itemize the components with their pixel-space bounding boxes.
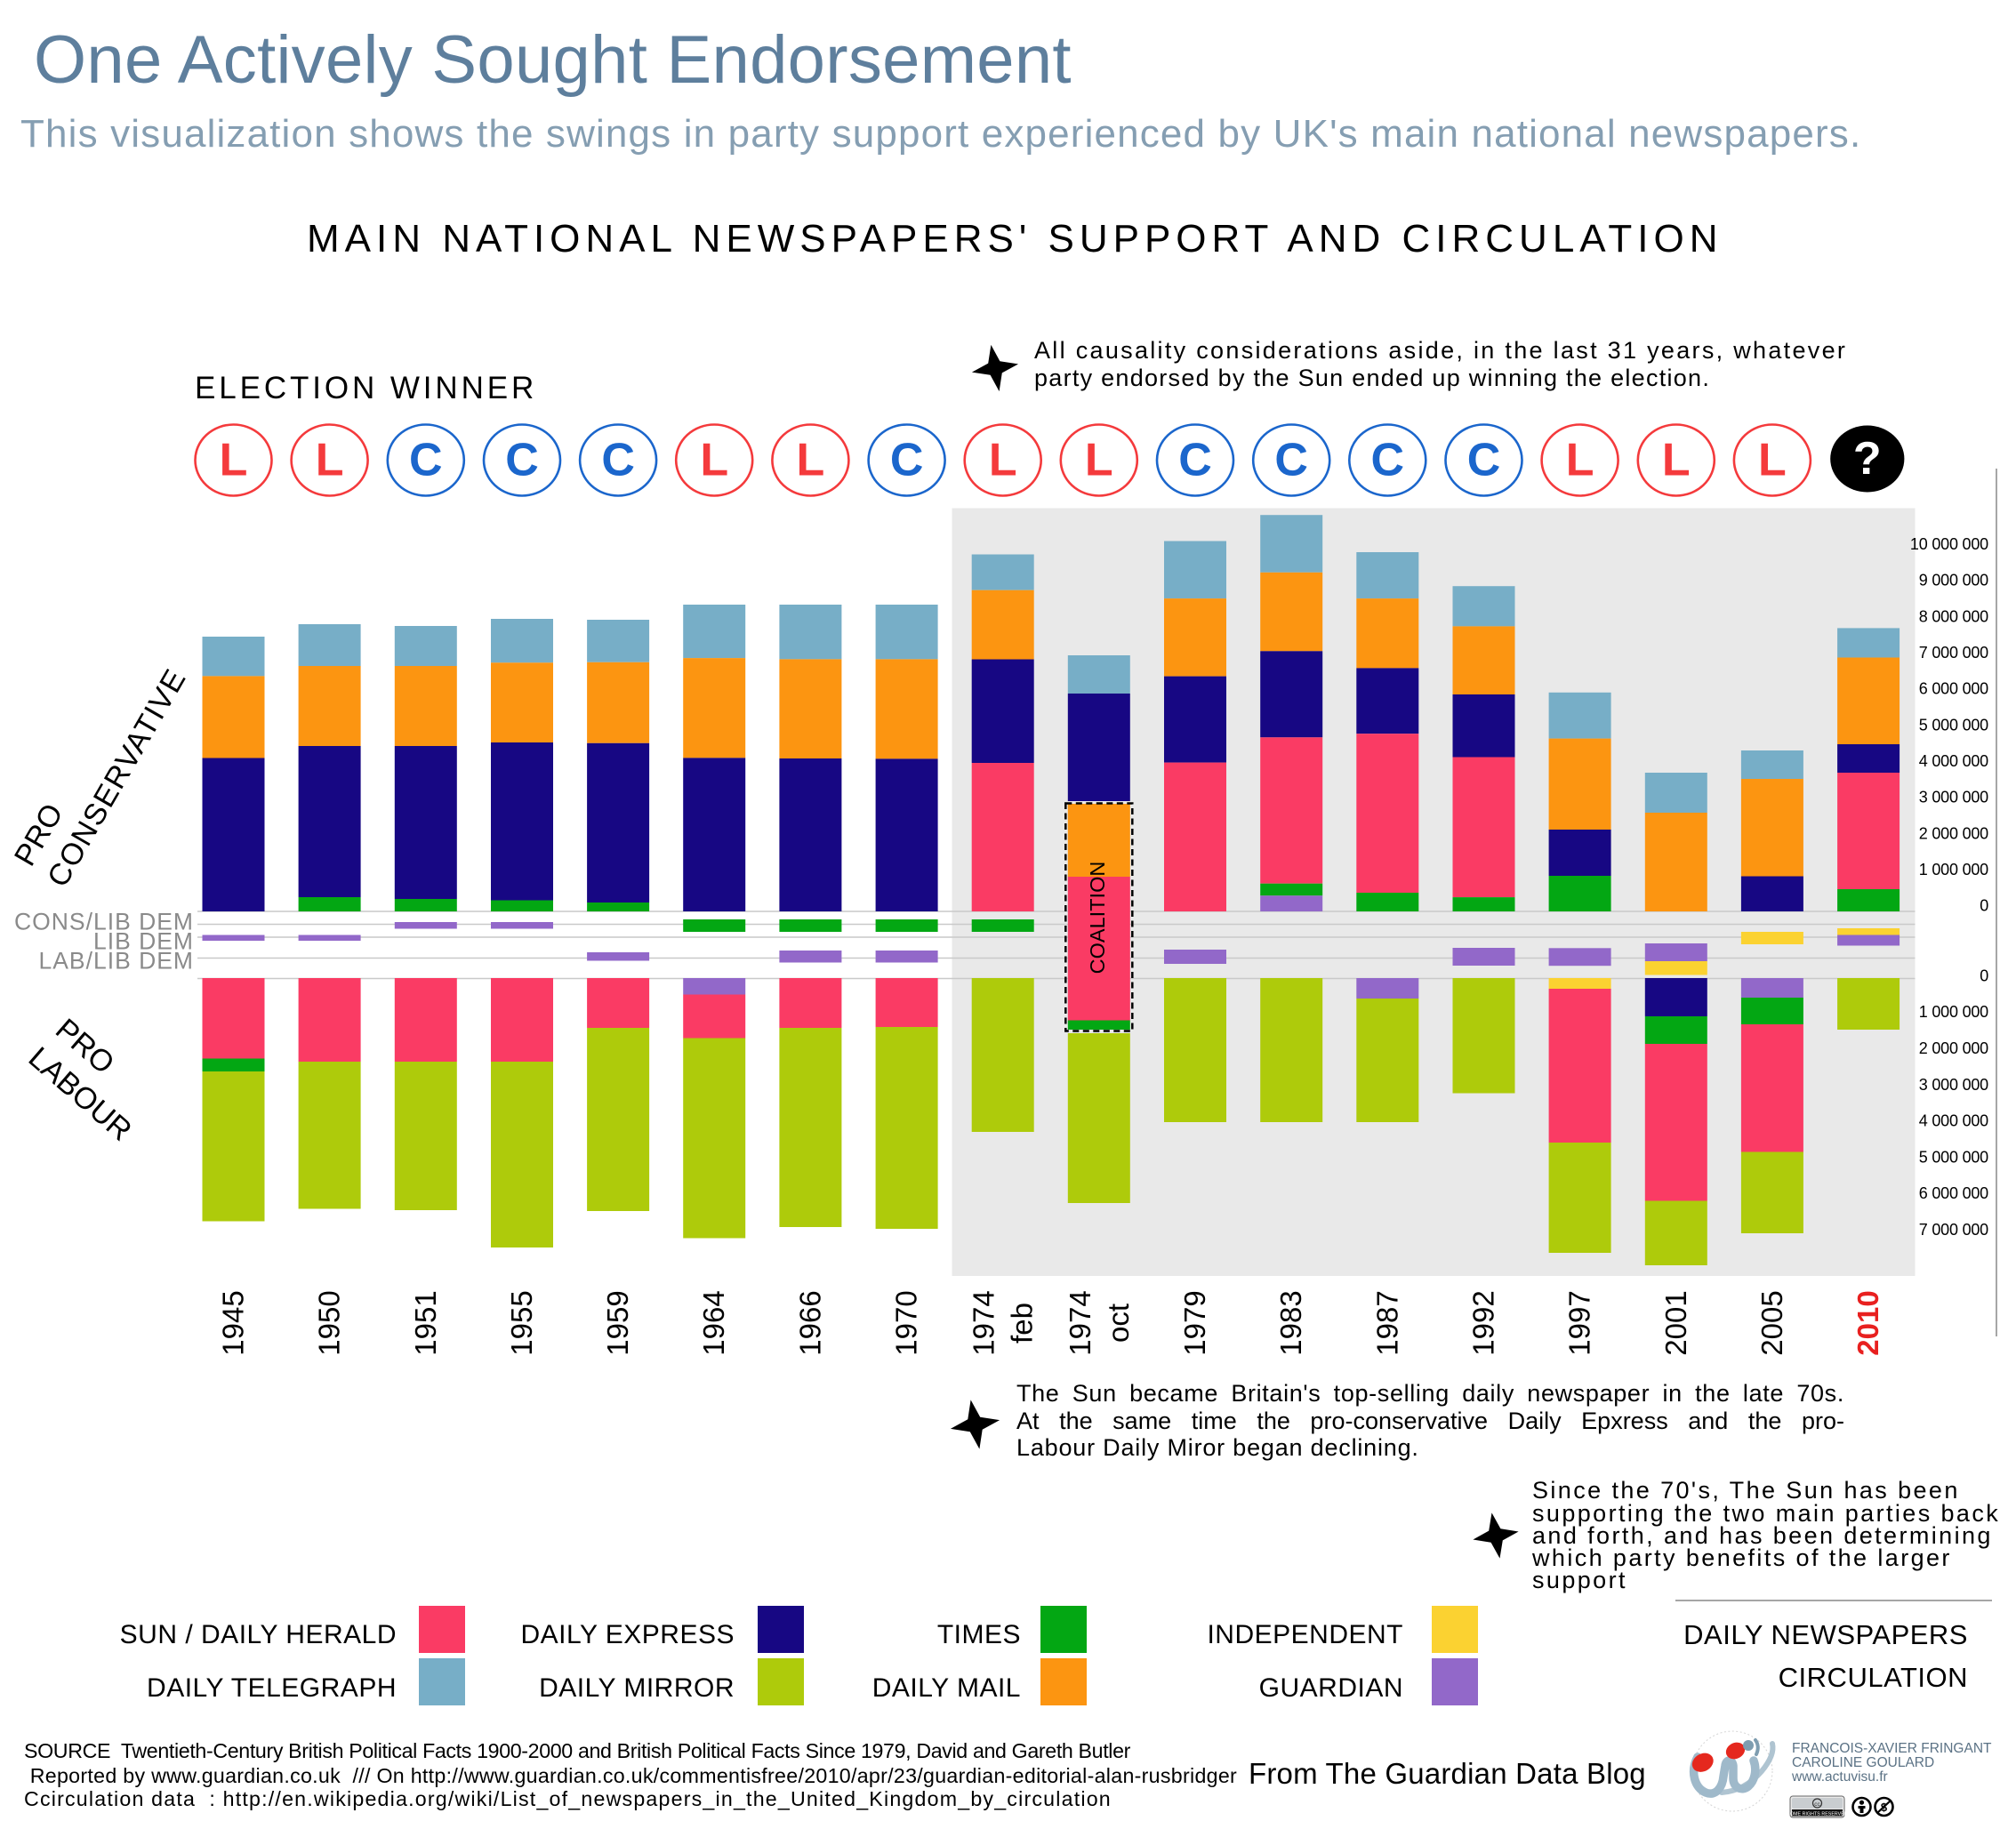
svg-text:feb: feb xyxy=(1006,1303,1039,1344)
svg-text:C: C xyxy=(1467,435,1501,486)
svg-text:L: L xyxy=(1085,435,1113,486)
svg-text:L: L xyxy=(1566,435,1594,486)
svg-text:2 000 000: 2 000 000 xyxy=(1919,1039,1988,1057)
svg-text:SUN / DAILY HERALD: SUN / DAILY HERALD xyxy=(120,1620,397,1649)
svg-text:5 000 000: 5 000 000 xyxy=(1919,716,1988,734)
svg-text:L: L xyxy=(220,435,248,486)
svg-text:GUARDIAN: GUARDIAN xyxy=(1259,1673,1403,1703)
svg-text:1987: 1987 xyxy=(1370,1290,1403,1355)
svg-text:DAILY EXPRESS: DAILY EXPRESS xyxy=(521,1620,735,1649)
svg-text:LIB DEM: LIB DEM xyxy=(93,927,194,954)
svg-text:L: L xyxy=(989,435,1017,486)
svg-text:1955: 1955 xyxy=(505,1290,538,1355)
svg-text:COALITION: COALITION xyxy=(1086,862,1109,975)
svg-text:1959: 1959 xyxy=(601,1290,634,1355)
svg-text:5 000 000: 5 000 000 xyxy=(1919,1148,1988,1166)
svg-text:0: 0 xyxy=(1980,897,1988,915)
svg-text:L: L xyxy=(316,435,344,486)
svg-text:1 000 000: 1 000 000 xyxy=(1919,861,1988,878)
svg-text:2001: 2001 xyxy=(1659,1290,1692,1355)
svg-text:1974: 1974 xyxy=(1064,1290,1096,1355)
svg-text:2 000 000: 2 000 000 xyxy=(1919,824,1988,842)
svg-text:8 000 000: 8 000 000 xyxy=(1919,607,1988,625)
svg-text:1970: 1970 xyxy=(890,1290,923,1355)
svg-text:1983: 1983 xyxy=(1274,1290,1307,1355)
svg-text:INDEPENDENT: INDEPENDENT xyxy=(1207,1620,1403,1649)
svg-text:10 000 000: 10 000 000 xyxy=(1910,535,1988,553)
svg-text:DAILY MAIL: DAILY MAIL xyxy=(872,1673,1021,1703)
svg-text:L: L xyxy=(797,435,825,486)
svg-text:CONSERVATIVE: CONSERVATIVE xyxy=(41,663,193,893)
svg-text:C: C xyxy=(409,435,443,486)
svg-text:4 000 000: 4 000 000 xyxy=(1919,1112,1988,1130)
svg-text:SOME RIGHTS RESERVED: SOME RIGHTS RESERVED xyxy=(1787,1812,1847,1817)
svg-text:1979: 1979 xyxy=(1178,1290,1211,1355)
svg-text:7 000 000: 7 000 000 xyxy=(1919,1221,1988,1239)
svg-text:oct: oct xyxy=(1102,1304,1135,1343)
svg-text:3 000 000: 3 000 000 xyxy=(1919,789,1988,806)
svg-text:TIMES: TIMES xyxy=(937,1620,1021,1649)
svg-text:L: L xyxy=(1662,435,1691,486)
svg-text:1 000 000: 1 000 000 xyxy=(1919,1003,1988,1021)
svg-text:L: L xyxy=(1758,435,1787,486)
svg-text:1974: 1974 xyxy=(968,1290,1000,1355)
svg-text:DAILY NEWSPAPERS: DAILY NEWSPAPERS xyxy=(1683,1619,1968,1650)
svg-text:7 000 000: 7 000 000 xyxy=(1919,644,1988,662)
svg-text:1950: 1950 xyxy=(313,1290,346,1355)
svg-text:0: 0 xyxy=(1980,967,1988,984)
svg-text:C: C xyxy=(505,435,539,486)
svg-text:2005: 2005 xyxy=(1755,1290,1788,1355)
svg-text:C: C xyxy=(1178,435,1212,486)
svg-text:3 000 000: 3 000 000 xyxy=(1919,1076,1988,1094)
svg-text:1964: 1964 xyxy=(697,1290,730,1355)
svg-text:LAB/LIB DEM: LAB/LIB DEM xyxy=(39,948,194,975)
svg-text:CONS/LIB DEM: CONS/LIB DEM xyxy=(14,908,194,935)
svg-text:2010: 2010 xyxy=(1851,1290,1884,1355)
svg-text:4 000 000: 4 000 000 xyxy=(1919,752,1988,770)
svg-text:?: ? xyxy=(1853,433,1882,485)
svg-text:C: C xyxy=(601,435,635,486)
svg-text:6 000 000: 6 000 000 xyxy=(1919,1184,1988,1202)
svg-text:C: C xyxy=(1371,435,1405,486)
svg-text:9 000 000: 9 000 000 xyxy=(1919,572,1988,590)
svg-text:cc: cc xyxy=(1814,1801,1820,1808)
svg-text:L: L xyxy=(700,435,728,486)
svg-text:1997: 1997 xyxy=(1563,1290,1596,1355)
svg-text:CIRCULATION: CIRCULATION xyxy=(1779,1662,1968,1693)
svg-text:1966: 1966 xyxy=(793,1290,826,1355)
svg-text:DAILY MIRROR: DAILY MIRROR xyxy=(539,1673,735,1703)
svg-text:6 000 000: 6 000 000 xyxy=(1919,680,1988,698)
svg-text:C: C xyxy=(1274,435,1308,486)
svg-text:1951: 1951 xyxy=(409,1290,442,1355)
svg-text:1945: 1945 xyxy=(217,1290,250,1355)
svg-text:1992: 1992 xyxy=(1467,1290,1500,1355)
svg-text:DAILY TELEGRAPH: DAILY TELEGRAPH xyxy=(147,1673,397,1703)
svg-text:C: C xyxy=(890,435,924,486)
